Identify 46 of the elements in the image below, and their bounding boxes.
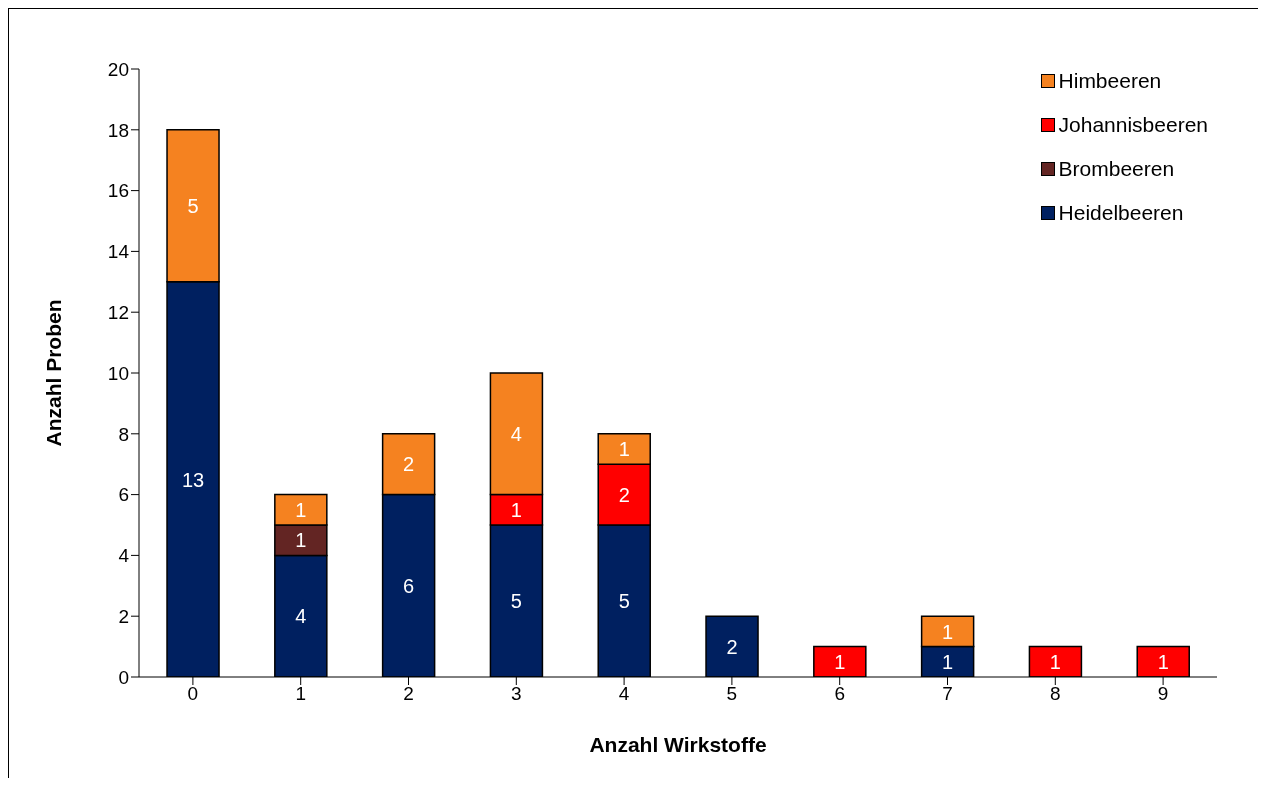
y-tick-label: 0 xyxy=(118,666,129,688)
y-tick-label: 20 xyxy=(107,58,129,80)
data-label: 5 xyxy=(510,590,522,613)
y-tick-label: 4 xyxy=(118,545,130,567)
data-label: 2 xyxy=(726,635,738,658)
y-tick-label: 8 xyxy=(118,423,129,445)
y-tick-label: 12 xyxy=(107,301,129,323)
x-tick-label: 8 xyxy=(1050,683,1061,705)
data-label: 1 xyxy=(295,498,307,521)
data-label: 1 xyxy=(618,438,630,461)
y-axis-title: Anzahl Proben xyxy=(42,299,66,447)
data-label: 1 xyxy=(942,650,954,673)
x-tick-label: 5 xyxy=(726,683,738,705)
data-label: 1 xyxy=(1049,650,1061,673)
data-label: 5 xyxy=(187,194,199,217)
x-tick-label: 3 xyxy=(511,683,522,705)
y-tick-label: 6 xyxy=(118,484,129,506)
data-label: 1 xyxy=(295,529,307,552)
x-tick-label: 6 xyxy=(834,683,845,705)
data-label: 4 xyxy=(510,422,522,445)
data-label: 1 xyxy=(942,620,954,643)
legend-label: Johannisbeeren xyxy=(1058,113,1208,137)
x-tick-label: 2 xyxy=(403,683,414,705)
y-tick-label: 10 xyxy=(107,362,129,384)
legend-label: Himbeeren xyxy=(1058,69,1162,93)
data-label: 2 xyxy=(618,483,630,506)
x-tick-label: 0 xyxy=(187,683,199,705)
y-tick-label: 16 xyxy=(107,180,129,202)
y-tick-label: 2 xyxy=(118,605,129,627)
y-tick-label: 18 xyxy=(107,119,129,141)
data-label: 1 xyxy=(834,650,846,673)
x-axis-title: Anzahl Wirkstoffe xyxy=(589,733,767,756)
y-tick-label: 14 xyxy=(107,241,130,263)
data-label: 13 xyxy=(181,468,205,491)
x-tick-label: 7 xyxy=(942,683,953,705)
legend-label: Brombeeren xyxy=(1058,157,1175,181)
x-tick-label: 4 xyxy=(618,683,630,705)
data-label: 4 xyxy=(295,605,307,628)
x-tick-label: 9 xyxy=(1157,683,1169,705)
data-label: 6 xyxy=(403,574,415,597)
legend-label: Heidelbeeren xyxy=(1058,201,1184,225)
data-label: 5 xyxy=(618,590,630,613)
data-label: 1 xyxy=(510,498,522,521)
x-tick-label: 1 xyxy=(295,683,306,705)
data-label: 1 xyxy=(1157,650,1169,673)
data-label: 2 xyxy=(403,453,415,476)
